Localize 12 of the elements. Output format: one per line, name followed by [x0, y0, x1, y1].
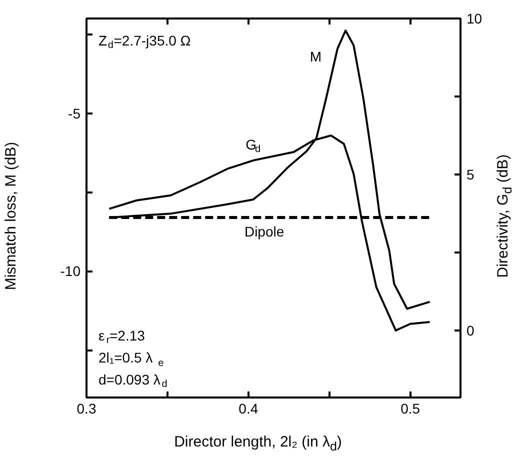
y-axis-title: Mismatch loss, M (dB) [1, 141, 20, 290]
x-axis-title: Director length, 2l₂ (in λ$_{d}$) [174, 432, 342, 456]
x-tick-label: 0.3 [76, 400, 96, 416]
x-tick-label: 0.4 [238, 400, 258, 416]
series-label: M [310, 48, 322, 64]
y2-tick-label: 5 [466, 166, 474, 182]
series-label: Dipole [244, 223, 284, 240]
x-tick-label: 0.5 [400, 400, 420, 416]
y-tick-label: -5 [68, 105, 81, 122]
y2-tick-label: 10 [466, 10, 482, 26]
y-tick-label: -10 [60, 263, 81, 280]
y2-tick-label: 0 [466, 322, 474, 338]
